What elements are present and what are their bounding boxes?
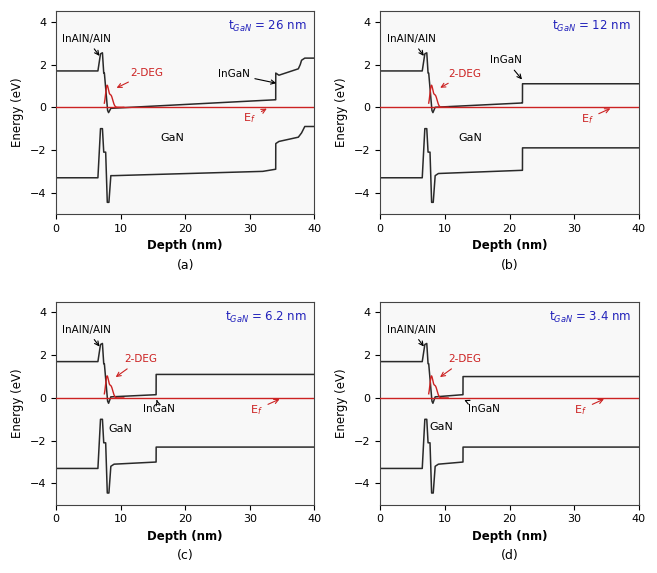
Text: t$_{GaN}$ = 12 nm: t$_{GaN}$ = 12 nm [553,19,631,34]
Text: 2-DEG: 2-DEG [442,69,481,87]
X-axis label: Depth (nm): Depth (nm) [147,530,223,543]
Text: 2-DEG: 2-DEG [441,355,481,376]
Y-axis label: Energy (eV): Energy (eV) [336,368,348,438]
Text: (b): (b) [501,259,518,272]
Text: InAlN/AlN: InAlN/AlN [62,34,111,55]
Text: GaN: GaN [160,134,184,143]
Text: t$_{GaN}$ = 6.2 nm: t$_{GaN}$ = 6.2 nm [225,310,307,325]
Text: (d): (d) [501,550,518,563]
Text: InGaN: InGaN [217,69,275,84]
Y-axis label: Energy (eV): Energy (eV) [336,78,348,147]
Text: GaN: GaN [430,422,453,432]
Text: E$_f$: E$_f$ [250,399,279,417]
Text: E$_f$: E$_f$ [243,109,265,125]
Text: t$_{GaN}$ = 26 nm: t$_{GaN}$ = 26 nm [228,19,307,34]
Text: InGaN: InGaN [143,401,175,414]
Text: E$_f$: E$_f$ [574,399,603,417]
X-axis label: Depth (nm): Depth (nm) [147,240,223,252]
Text: GaN: GaN [459,134,483,143]
Y-axis label: Energy (eV): Energy (eV) [11,368,24,438]
Text: GaN: GaN [108,424,133,434]
Text: t$_{GaN}$ = 3.4 nm: t$_{GaN}$ = 3.4 nm [549,310,631,325]
X-axis label: Depth (nm): Depth (nm) [472,530,547,543]
X-axis label: Depth (nm): Depth (nm) [472,240,547,252]
Text: InAlN/AlN: InAlN/AlN [387,34,436,55]
Text: 2-DEG: 2-DEG [118,68,163,87]
Text: 2-DEG: 2-DEG [117,355,157,376]
Y-axis label: Energy (eV): Energy (eV) [11,78,24,147]
Text: InAlN/AlN: InAlN/AlN [62,324,111,346]
Text: E$_f$: E$_f$ [581,109,609,126]
Text: InAlN/AlN: InAlN/AlN [387,324,436,346]
Text: InGaN: InGaN [465,401,499,414]
Text: InGaN: InGaN [490,55,522,79]
Text: (c): (c) [177,550,194,563]
Text: (a): (a) [177,259,194,272]
